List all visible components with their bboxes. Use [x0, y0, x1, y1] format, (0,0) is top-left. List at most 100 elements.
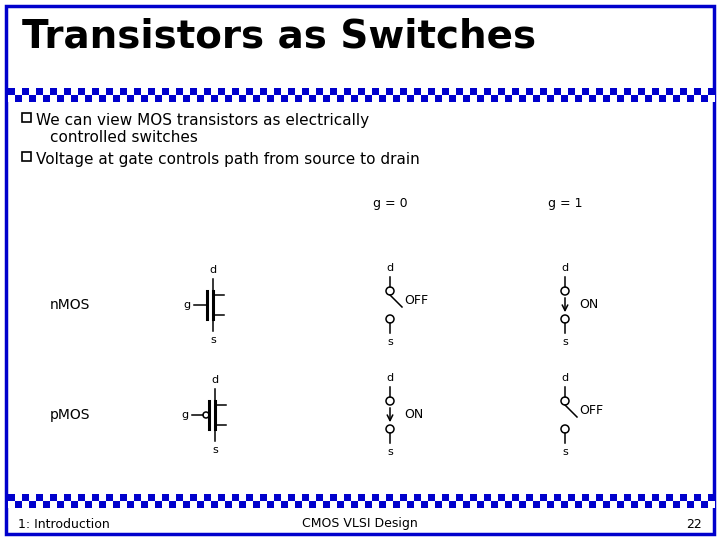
Bar: [225, 95, 232, 102]
Bar: [449, 494, 456, 501]
Bar: [694, 494, 701, 501]
Bar: [414, 501, 421, 508]
Bar: [638, 501, 645, 508]
Bar: [337, 88, 344, 95]
Bar: [428, 95, 435, 102]
Bar: [414, 95, 421, 102]
Bar: [106, 501, 113, 508]
Bar: [673, 95, 680, 102]
Bar: [85, 88, 92, 95]
Bar: [554, 95, 561, 102]
Bar: [323, 494, 330, 501]
Bar: [176, 501, 183, 508]
Text: g: g: [181, 410, 188, 420]
Bar: [22, 501, 29, 508]
Bar: [624, 88, 631, 95]
Bar: [337, 494, 344, 501]
Bar: [246, 88, 253, 95]
Text: ON: ON: [404, 408, 423, 422]
Bar: [631, 88, 638, 95]
Bar: [610, 95, 617, 102]
Bar: [680, 88, 687, 95]
Bar: [547, 88, 554, 95]
Bar: [631, 95, 638, 102]
Bar: [372, 88, 379, 95]
Text: CMOS VLSI Design: CMOS VLSI Design: [302, 517, 418, 530]
Bar: [99, 501, 106, 508]
Bar: [547, 95, 554, 102]
Bar: [708, 494, 715, 501]
Bar: [365, 494, 372, 501]
Text: g = 1: g = 1: [548, 197, 582, 210]
Bar: [274, 494, 281, 501]
Bar: [92, 494, 99, 501]
Bar: [372, 95, 379, 102]
Bar: [176, 88, 183, 95]
Bar: [687, 95, 694, 102]
Bar: [561, 494, 568, 501]
Bar: [8, 95, 15, 102]
Bar: [295, 88, 302, 95]
Text: s: s: [562, 447, 568, 457]
Bar: [316, 494, 323, 501]
Bar: [211, 501, 218, 508]
Bar: [407, 95, 414, 102]
Bar: [358, 494, 365, 501]
Bar: [428, 501, 435, 508]
Bar: [456, 88, 463, 95]
Bar: [183, 88, 190, 95]
Bar: [624, 494, 631, 501]
Bar: [260, 95, 267, 102]
Bar: [589, 494, 596, 501]
Bar: [652, 494, 659, 501]
Bar: [351, 88, 358, 95]
Bar: [169, 88, 176, 95]
Bar: [582, 95, 589, 102]
Bar: [113, 95, 120, 102]
Bar: [645, 95, 652, 102]
Bar: [148, 88, 155, 95]
Bar: [477, 95, 484, 102]
Bar: [239, 95, 246, 102]
Bar: [78, 501, 85, 508]
Bar: [463, 494, 470, 501]
Bar: [218, 88, 225, 95]
Bar: [127, 501, 134, 508]
Bar: [43, 494, 50, 501]
Bar: [141, 501, 148, 508]
Text: 1: Introduction: 1: Introduction: [18, 517, 109, 530]
Bar: [281, 95, 288, 102]
Bar: [708, 95, 715, 102]
Bar: [22, 494, 29, 501]
Bar: [582, 494, 589, 501]
Bar: [421, 95, 428, 102]
Bar: [617, 95, 624, 102]
Bar: [673, 88, 680, 95]
Text: s: s: [562, 337, 568, 347]
Bar: [239, 88, 246, 95]
Bar: [666, 88, 673, 95]
Bar: [372, 501, 379, 508]
Bar: [561, 95, 568, 102]
Bar: [267, 501, 274, 508]
Text: s: s: [212, 445, 218, 455]
Bar: [204, 88, 211, 95]
Bar: [589, 95, 596, 102]
Bar: [99, 95, 106, 102]
Bar: [652, 95, 659, 102]
Bar: [113, 494, 120, 501]
Bar: [190, 494, 197, 501]
Bar: [316, 88, 323, 95]
Bar: [239, 494, 246, 501]
Bar: [15, 494, 22, 501]
Bar: [519, 88, 526, 95]
Text: Transistors as Switches: Transistors as Switches: [22, 18, 536, 56]
Bar: [701, 88, 708, 95]
Bar: [15, 95, 22, 102]
Bar: [386, 501, 393, 508]
Bar: [113, 88, 120, 95]
Bar: [162, 494, 169, 501]
Bar: [78, 95, 85, 102]
Bar: [211, 494, 218, 501]
Bar: [8, 501, 15, 508]
